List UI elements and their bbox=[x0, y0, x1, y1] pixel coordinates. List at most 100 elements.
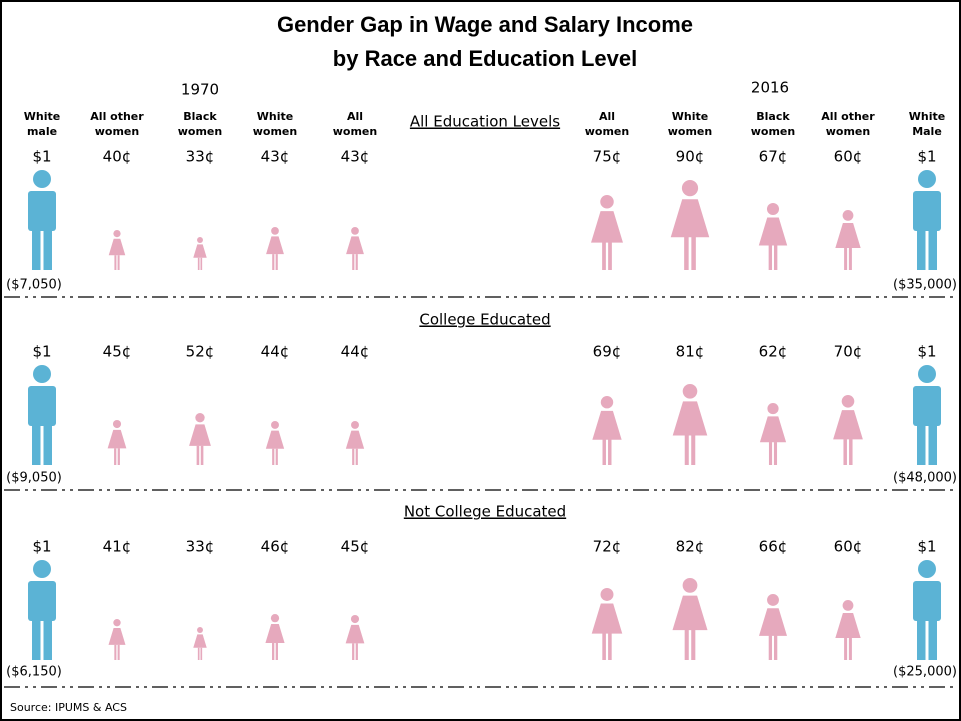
female-figure bbox=[345, 227, 365, 270]
leg bbox=[275, 448, 278, 465]
head bbox=[841, 395, 855, 408]
leg bbox=[844, 637, 848, 660]
title-line: by Race and Education Level bbox=[333, 46, 637, 71]
column-header: White bbox=[24, 110, 60, 123]
female-figure bbox=[590, 588, 624, 660]
body bbox=[28, 386, 56, 426]
leg bbox=[200, 647, 203, 660]
head bbox=[682, 578, 698, 593]
leg bbox=[275, 254, 278, 270]
dress bbox=[264, 623, 286, 644]
female-figure bbox=[106, 420, 128, 465]
male-figure bbox=[28, 560, 56, 660]
female-figure bbox=[834, 600, 862, 660]
value-label: 62¢ bbox=[759, 343, 788, 361]
column-header: White bbox=[257, 110, 293, 123]
dress bbox=[344, 429, 366, 450]
head bbox=[842, 600, 854, 611]
value-label: 43¢ bbox=[261, 148, 290, 166]
value-label: 52¢ bbox=[186, 343, 215, 361]
leg bbox=[352, 448, 355, 465]
head bbox=[766, 203, 780, 216]
section-label: College Educated bbox=[419, 311, 550, 329]
leg bbox=[928, 423, 937, 465]
column-header: women bbox=[95, 125, 139, 138]
female-figure bbox=[188, 413, 212, 465]
value-label: 81¢ bbox=[676, 343, 705, 361]
year: 1970 bbox=[181, 81, 219, 99]
dress bbox=[192, 243, 208, 259]
column-header: White bbox=[672, 110, 708, 123]
value-label: 41¢ bbox=[103, 538, 132, 556]
column-header: women bbox=[333, 125, 377, 138]
female-figure bbox=[264, 421, 286, 465]
head bbox=[918, 560, 936, 578]
head bbox=[197, 237, 203, 243]
head bbox=[767, 403, 779, 415]
dress bbox=[264, 429, 286, 450]
income: ($7,050) bbox=[6, 278, 62, 293]
section-label: Not College Educated bbox=[404, 503, 566, 521]
value-label: 69¢ bbox=[593, 343, 622, 361]
head bbox=[197, 627, 203, 633]
value-label: 70¢ bbox=[834, 343, 863, 361]
value-label: $1 bbox=[917, 343, 936, 361]
value-label: $1 bbox=[32, 538, 51, 556]
head bbox=[195, 413, 205, 423]
year: 2016 bbox=[751, 79, 789, 97]
head bbox=[351, 227, 359, 235]
column-header: All other bbox=[821, 110, 875, 123]
leg bbox=[32, 228, 41, 270]
column-header: All other bbox=[90, 110, 144, 123]
male-figure bbox=[28, 170, 56, 270]
female-figure bbox=[832, 395, 864, 465]
income: ($9,050) bbox=[6, 471, 62, 486]
head bbox=[113, 230, 121, 238]
leg bbox=[43, 228, 52, 270]
dress bbox=[589, 210, 625, 244]
leg bbox=[117, 448, 120, 465]
leg bbox=[608, 242, 612, 270]
dress bbox=[671, 594, 709, 631]
leg bbox=[768, 442, 773, 465]
leg bbox=[691, 435, 696, 465]
leg bbox=[774, 245, 778, 270]
leg bbox=[200, 257, 203, 270]
leg bbox=[355, 254, 358, 270]
leg bbox=[32, 618, 41, 660]
dress bbox=[757, 607, 789, 637]
value-label: 45¢ bbox=[341, 538, 370, 556]
head bbox=[600, 195, 614, 209]
head bbox=[271, 227, 279, 235]
leg bbox=[684, 435, 689, 465]
income: ($25,000) bbox=[893, 665, 957, 680]
dress bbox=[834, 612, 862, 639]
female-figure bbox=[107, 230, 127, 270]
female-figure bbox=[264, 614, 286, 660]
column-header: All bbox=[347, 110, 363, 123]
value-label: $1 bbox=[917, 538, 936, 556]
head bbox=[271, 421, 279, 429]
leg bbox=[352, 643, 355, 660]
column-header: Black bbox=[183, 110, 217, 123]
head bbox=[270, 614, 280, 623]
female-figure bbox=[192, 627, 208, 660]
value-label: 33¢ bbox=[186, 148, 215, 166]
dress bbox=[345, 235, 365, 255]
dress bbox=[757, 216, 789, 247]
dress bbox=[265, 235, 285, 255]
female-figure bbox=[265, 227, 285, 270]
leg bbox=[843, 439, 847, 465]
female-figure bbox=[344, 615, 366, 660]
male-figure bbox=[913, 365, 941, 465]
female-figure bbox=[107, 619, 127, 660]
head bbox=[33, 560, 51, 578]
female-figure bbox=[192, 237, 208, 270]
leg bbox=[355, 448, 358, 465]
leg bbox=[114, 644, 117, 660]
value-label: 44¢ bbox=[261, 343, 290, 361]
head bbox=[918, 170, 936, 188]
column-header: women bbox=[751, 125, 795, 138]
leg bbox=[602, 242, 606, 270]
leg bbox=[849, 439, 853, 465]
